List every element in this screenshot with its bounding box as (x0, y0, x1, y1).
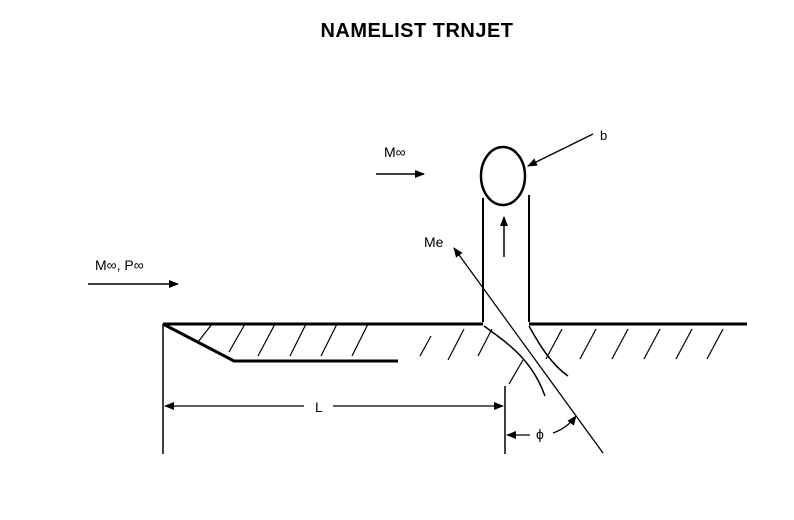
angle-arc (506, 415, 577, 439)
length-reference-lines (162, 324, 506, 454)
jet-exit-direction (453, 247, 604, 454)
page-title: NAMELIST TRNJET (320, 20, 514, 42)
angle-label: ϕ (536, 426, 544, 442)
wall-hatching (197, 323, 724, 385)
ramp-body (162, 322, 398, 363)
freestream-mach-pressure-label: M∞, P∞ (95, 257, 144, 273)
freestream-mach-label: M∞ (384, 144, 406, 160)
jet-exit-mach-label: Me (424, 234, 444, 250)
plume-boundary-leader (527, 133, 594, 167)
jet-column (482, 195, 530, 322)
plume-boundary-ellipse (479, 145, 527, 207)
nozzle-walls (483, 325, 569, 397)
plume-boundary-label: b (600, 128, 607, 143)
length-label: L (315, 399, 323, 415)
